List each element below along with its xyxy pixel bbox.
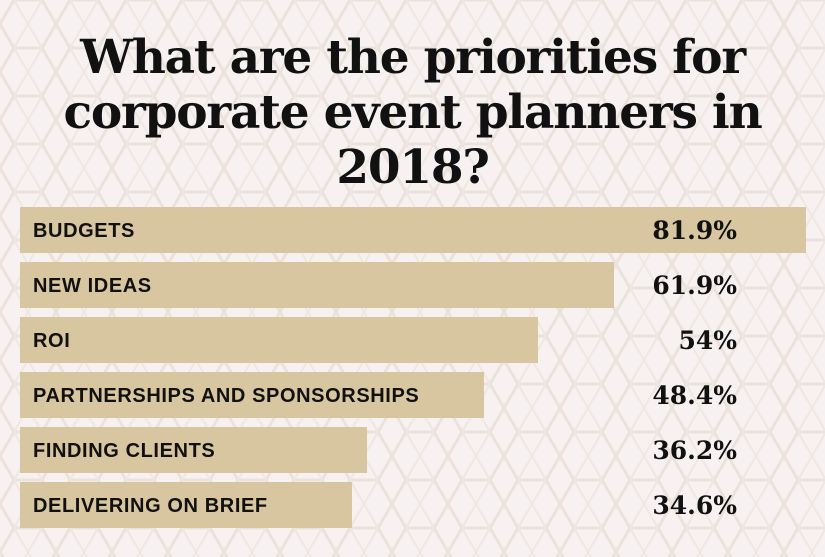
category-label: FINDING CLIENTS: [33, 440, 215, 462]
category-label: ROI: [33, 330, 70, 352]
chart-title: What are the priorities for corporate ev…: [0, 30, 825, 195]
value-label: 61.9%: [652, 271, 737, 300]
bar: [20, 207, 806, 253]
value-label: 81.9%: [652, 216, 737, 245]
bar-row: NEW IDEAS 61.9%: [20, 262, 737, 308]
value-label: 48.4%: [652, 381, 737, 410]
category-label: NEW IDEAS: [33, 275, 152, 297]
bar: [20, 482, 352, 528]
category-label: DELIVERING ON BRIEF: [33, 495, 268, 517]
bar-row: FINDING CLIENTS 36.2%: [20, 427, 737, 473]
bar-row: BUDGETS 81.9%: [20, 207, 806, 253]
bar-row: ROI 54%: [20, 317, 737, 363]
bar: [20, 317, 538, 363]
bar: [20, 427, 367, 473]
bar: [20, 262, 614, 308]
bar-row: PARTNERSHIPS AND SPONSORSHIPS 48.4%: [20, 372, 737, 418]
value-label: 54%: [678, 326, 737, 355]
category-label: BUDGETS: [33, 220, 135, 242]
category-label: PARTNERSHIPS AND SPONSORSHIPS: [33, 385, 419, 407]
bar-row: DELIVERING ON BRIEF 34.6%: [20, 482, 737, 528]
bar: [20, 372, 484, 418]
chart-title-line-2: corporate event planners in 2018?: [63, 85, 762, 195]
value-label: 34.6%: [652, 491, 737, 520]
value-label: 36.2%: [652, 436, 737, 465]
chart-title-line-1: What are the priorities for: [80, 30, 746, 85]
